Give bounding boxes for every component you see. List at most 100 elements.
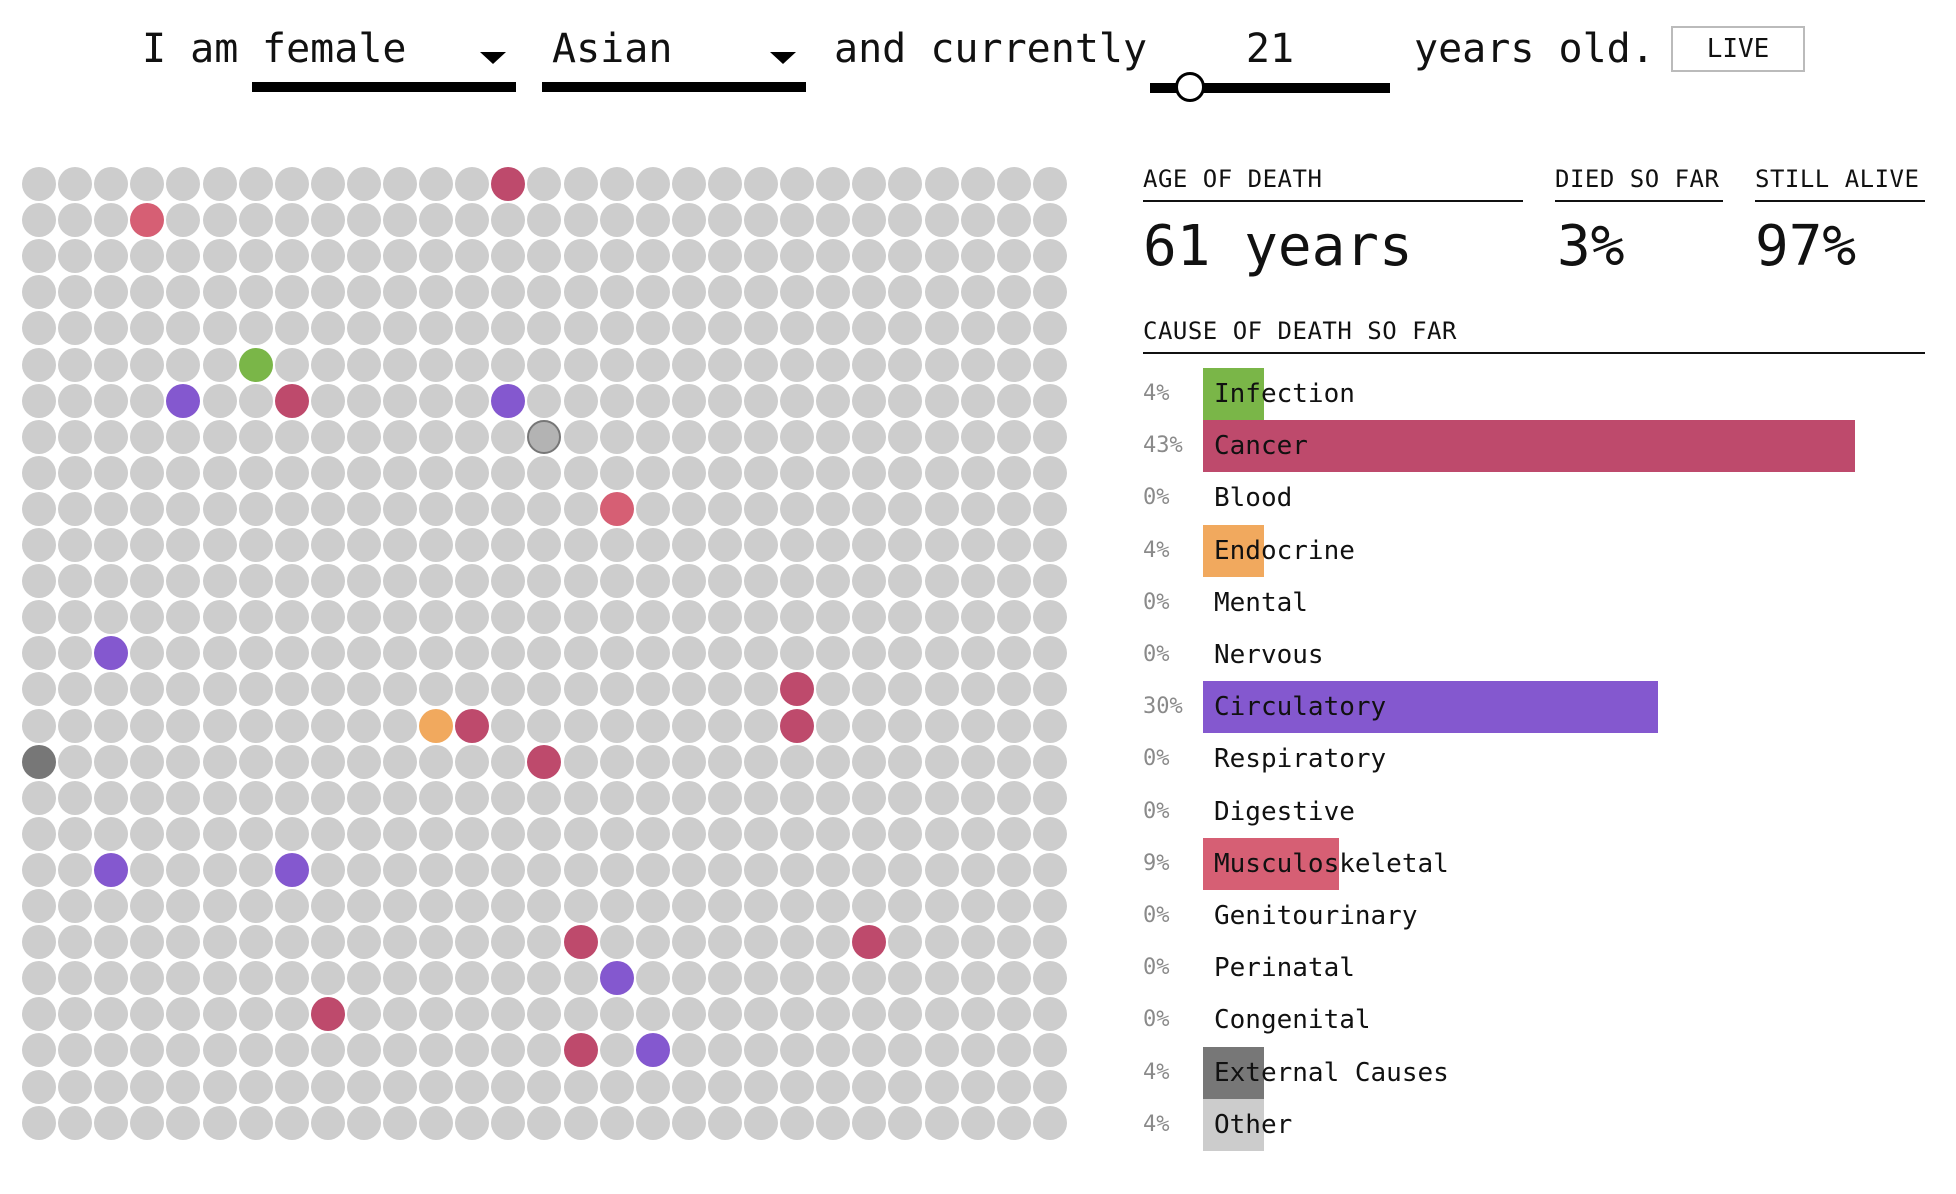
alive-dot (996, 889, 1031, 923)
alive-dot (816, 600, 851, 635)
alive-dot (58, 239, 93, 274)
alive-dot (780, 1105, 815, 1140)
alive-dot (455, 636, 490, 671)
alive-dot (166, 528, 201, 562)
alive-dot (383, 347, 417, 382)
alive-dot (383, 1105, 417, 1140)
alive-dot (996, 239, 1031, 274)
alive-dot (1032, 564, 1067, 599)
alive-dot (310, 528, 345, 562)
deceased-dot (563, 1033, 598, 1068)
alive-dot (527, 997, 562, 1032)
alive-dot (22, 491, 56, 526)
cause-row: 0% Perinatal (1143, 942, 1933, 994)
alive-dot (924, 347, 959, 382)
alive-dot (455, 816, 490, 851)
alive-dot (563, 961, 598, 996)
alive-dot (22, 600, 56, 635)
alive-dot (996, 491, 1031, 526)
cause-row: 0% Congenital (1143, 994, 1933, 1046)
alive-dot (346, 167, 381, 201)
alive-dot (455, 961, 490, 996)
alive-dot (166, 455, 201, 490)
alive-dot (780, 852, 815, 887)
alive-dot (346, 311, 381, 346)
alive-dot (960, 708, 995, 743)
alive-dot (1032, 167, 1067, 201)
alive-dot (671, 383, 706, 418)
alive-dot (996, 383, 1031, 418)
alive-dot (924, 816, 959, 851)
alive-dot (130, 1033, 165, 1068)
alive-dot (419, 852, 454, 887)
age-slider-handle[interactable] (1175, 72, 1206, 102)
alive-dot (1032, 600, 1067, 635)
alive-dot (527, 961, 562, 996)
alive-dot (1032, 275, 1067, 310)
alive-dot (852, 672, 887, 707)
alive-dot (455, 925, 490, 960)
alive-dot (599, 1069, 634, 1104)
alive-dot (1032, 961, 1067, 996)
alive-dot (455, 455, 490, 490)
alive-dot (852, 744, 887, 779)
alive-dot (599, 816, 634, 851)
cause-bar (1203, 420, 1855, 473)
alive-dot (852, 852, 887, 887)
race-dropdown[interactable]: Asian (542, 24, 806, 92)
alive-dot (852, 419, 887, 454)
alive-dot (58, 167, 93, 201)
alive-dot (744, 780, 778, 815)
alive-dot (383, 311, 417, 346)
alive-dot (94, 961, 129, 996)
alive-dot (888, 636, 923, 671)
alive-dot (1032, 528, 1067, 562)
alive-dot (274, 167, 309, 201)
alive-dot (527, 455, 562, 490)
alive-dot (419, 997, 454, 1032)
alive-dot (1032, 383, 1067, 418)
deceased-dot (94, 852, 129, 887)
alive-dot (455, 311, 490, 346)
alive-dot (58, 816, 93, 851)
alive-dot (346, 600, 381, 635)
alive-dot (671, 889, 706, 923)
alive-dot (130, 744, 165, 779)
alive-dot (635, 925, 670, 960)
alive-dot (816, 239, 851, 274)
cause-row: 4% Endocrine (1143, 524, 1933, 577)
alive-dot (744, 708, 778, 743)
cause-percent: 4% (1143, 537, 1170, 563)
alive-dot (166, 708, 201, 743)
alive-dot (924, 239, 959, 274)
alive-dot (563, 203, 598, 238)
alive-dot (1032, 780, 1067, 815)
alive-dot (58, 672, 93, 707)
age-of-death-label: AGE OF DEATH (1143, 164, 1523, 202)
alive-dot (455, 167, 490, 201)
live-button[interactable]: LIVE (1671, 26, 1805, 72)
sex-dropdown[interactable]: female (252, 24, 516, 92)
alive-dot (58, 347, 93, 382)
alive-dot (383, 961, 417, 996)
age-slider-track[interactable] (1150, 83, 1390, 93)
alive-dot (599, 708, 634, 743)
alive-dot (563, 528, 598, 562)
alive-dot (130, 311, 165, 346)
alive-dot (780, 1033, 815, 1068)
alive-dot (94, 419, 129, 454)
alive-dot (202, 852, 237, 887)
alive-dot (924, 491, 959, 526)
alive-dot (130, 852, 165, 887)
alive-dot (238, 419, 273, 454)
alive-dot (599, 167, 634, 201)
alive-dot (707, 1033, 742, 1068)
alive-dot (852, 167, 887, 201)
alive-dot (22, 167, 56, 201)
cause-bar (1203, 837, 1340, 890)
alive-dot (924, 744, 959, 779)
alive-dot (238, 672, 273, 707)
cause-row: 0% Genitourinary (1143, 890, 1933, 942)
cause-label: Blood (1214, 483, 1293, 514)
alive-dot (888, 852, 923, 887)
